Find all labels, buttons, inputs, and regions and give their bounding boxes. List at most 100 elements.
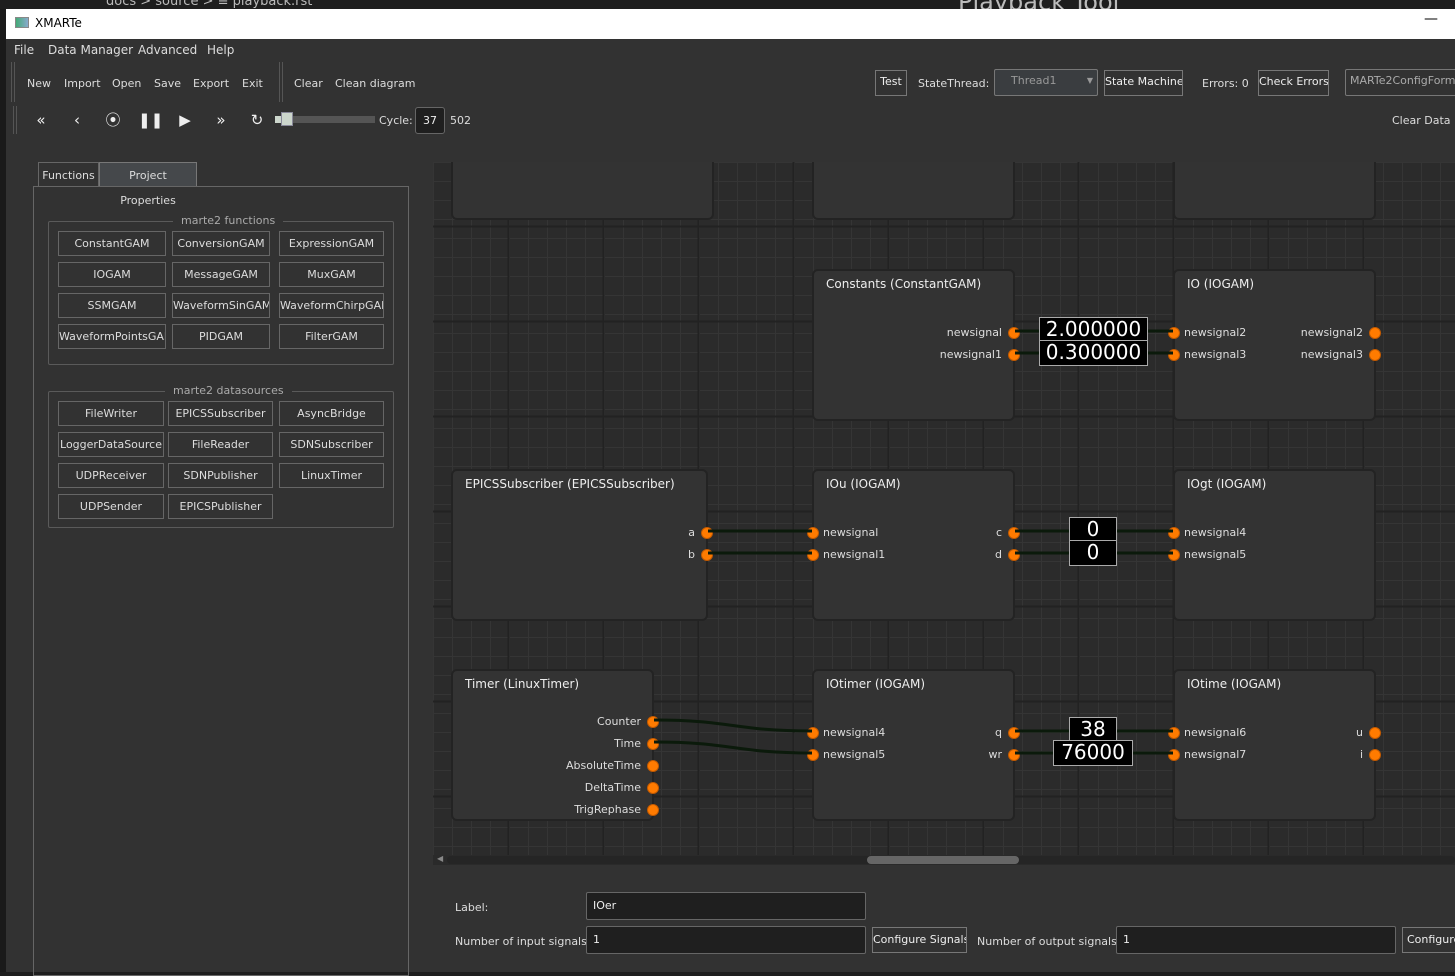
clean-diagram-button[interactable]: Clean diagram [335,77,416,90]
tab-functions[interactable]: Functions [38,162,99,187]
menu-bar: File Data Manager Advanced Help [0,39,1455,61]
horizontal-scrollbar[interactable]: ◀ [433,854,1455,865]
configure-input-signals-button[interactable]: Configure Signals [872,927,967,953]
clear-data-button[interactable]: Clear Data [1392,114,1451,127]
cycle-input[interactable]: 37 [415,107,445,134]
input-signals-input[interactable]: 1 [586,926,866,954]
toolbar-handle[interactable] [279,62,283,102]
function-button-constantgam[interactable]: ConstantGAM [58,231,166,256]
input-port-label: newsignal1 [823,548,886,561]
function-button-muxgam[interactable]: MuxGAM [279,262,384,287]
step-back-icon[interactable]: ‹ [74,111,80,129]
diagram-node[interactable]: IOgt (IOGAM) newsignal4 newsignal5 [1168,469,1376,621]
function-button-iogam[interactable]: IOGAM [58,262,166,287]
output-port[interactable] [647,782,659,794]
output-port-label: u [1356,726,1363,739]
state-machine-button[interactable]: State Machine [1104,70,1183,96]
toolbar-handle[interactable] [11,62,15,102]
function-button-pidgam[interactable]: PIDGAM [172,324,270,349]
signal-value-display: 38 [1069,717,1117,742]
datasource-button-udpsender[interactable]: UDPSender [58,494,164,519]
functions-group-title: marte2 functions [173,214,284,227]
toolbar-handle[interactable] [13,106,17,134]
toolbar-import-button[interactable]: Import [64,77,101,90]
input-port-label: newsignal3 [1184,348,1247,361]
datasources-group: marte2 datasources [48,384,394,528]
function-button-messagegam[interactable]: MessageGAM [172,262,270,287]
node-title: IOtime (IOGAM) [1187,677,1282,691]
configure-output-signals-button[interactable]: Configure Signals [1402,927,1455,953]
reload-icon[interactable]: ↻ [250,111,264,129]
slider-handle[interactable] [281,112,294,126]
menu-data-manager[interactable]: Data Manager [48,43,134,57]
minimize-button[interactable]: — [1424,11,1438,27]
format-select[interactable]: MARTe2ConfigFormat [1345,69,1455,96]
test-button[interactable]: Test [875,70,907,96]
output-port-label: i [1359,748,1363,761]
diagram-node[interactable]: IOtime (IOGAM) newsignal6 newsignal7 u i [1168,669,1381,821]
datasource-button-udpreceiver[interactable]: UDPReceiver [58,463,164,488]
diagram-node[interactable] [451,162,714,220]
play-icon[interactable]: ▶ [179,111,191,129]
datasource-button-filereader[interactable]: FileReader [168,432,273,457]
toolbar-exit-button[interactable]: Exit [242,77,263,90]
function-button-waveformchirpgam[interactable]: WaveformChirpGAM [279,293,384,318]
output-port[interactable] [1369,327,1381,339]
node-title: EPICSSubscriber (EPICSSubscriber) [465,477,675,491]
output-port-label: d [995,548,1002,561]
state-thread-select[interactable]: Thread1 ▼ [994,69,1098,96]
input-port-label: newsignal5 [1184,548,1247,561]
scroll-left-icon[interactable]: ◀ [437,854,444,863]
diagram-node[interactable] [812,162,1015,220]
record-icon[interactable]: ⦿ [105,111,121,129]
output-signals-input[interactable]: 1 [1116,926,1396,954]
pause-icon[interactable]: ❚❚ [138,111,164,129]
input-port-label: newsignal [823,526,879,539]
function-button-conversiongam[interactable]: ConversionGAM [172,231,270,256]
output-port[interactable] [647,804,659,816]
rewind-icon[interactable]: « [36,111,46,129]
diagram-node[interactable]: Timer (LinuxTimer) Counter Time AbsoluteTim… [451,669,659,821]
output-port-label: Counter [597,715,641,728]
diagram-canvas[interactable]: Constants (ConstantGAM) newsignal newsigna… [433,162,1455,855]
datasource-button-linuxtimer[interactable]: LinuxTimer [279,463,384,488]
output-port-label: newsignal1 [939,348,1002,361]
datasource-button-epicssubscriber[interactable]: EPICSSubscriber [168,401,273,426]
cycle-slider[interactable] [275,112,375,126]
diagram-node[interactable] [1173,162,1376,220]
output-port-label: AbsoluteTime [566,759,641,772]
tab-project-properties[interactable]: Project Properties [99,162,197,207]
function-button-expressiongam[interactable]: ExpressionGAM [279,231,384,256]
toolbar-save-button[interactable]: Save [154,77,182,90]
function-button-filtergam[interactable]: FilterGAM [279,324,384,349]
datasource-button-epicspublisher[interactable]: EPICSPublisher [168,494,273,519]
datasource-button-asyncbridge[interactable]: AsyncBridge [279,401,384,426]
output-port[interactable] [1369,749,1381,761]
label-input[interactable]: IOer [586,892,866,920]
diagram-node[interactable]: IO (IOGAM) newsignal2 newsignal3 newsignal2… [1168,269,1381,421]
function-button-waveformsingam[interactable]: WaveformSinGAM [172,293,270,318]
output-port[interactable] [1369,349,1381,361]
output-port[interactable] [647,760,659,772]
diagram-node[interactable]: EPICSSubscriber (EPICSSubscriber) a b [451,469,713,621]
function-button-ssmgam[interactable]: SSMGAM [58,293,166,318]
output-port[interactable] [1369,727,1381,739]
scrollbar-thumb[interactable] [867,856,1019,864]
datasource-button-sdnpublisher[interactable]: SDNPublisher [168,463,273,488]
diagram-node[interactable]: IOu (IOGAM) newsignal newsignal1 c d [807,469,1020,621]
menu-advanced[interactable]: Advanced [138,43,198,57]
fast-forward-icon[interactable]: » [216,111,226,129]
datasource-button-sdnsubscriber[interactable]: SDNSubscriber [279,432,384,457]
menu-help[interactable]: Help [207,43,235,57]
menu-file[interactable]: File [14,43,35,57]
datasource-button-filewriter[interactable]: FileWriter [58,401,164,426]
toolbar-open-button[interactable]: Open [112,77,142,90]
datasource-button-loggerdatasource[interactable]: LoggerDataSource [58,432,164,457]
diagram-node[interactable]: Constants (ConstantGAM) newsignal newsigna… [812,269,1020,421]
clear-button[interactable]: Clear [294,77,323,90]
output-port-label: q [995,726,1002,739]
toolbar-new-button[interactable]: New [27,77,51,90]
toolbar-export-button[interactable]: Export [193,77,230,90]
function-button-waveformpointsgam[interactable]: WaveformPointsGAM [58,324,166,349]
check-errors-button[interactable]: Check Errors [1258,70,1329,96]
